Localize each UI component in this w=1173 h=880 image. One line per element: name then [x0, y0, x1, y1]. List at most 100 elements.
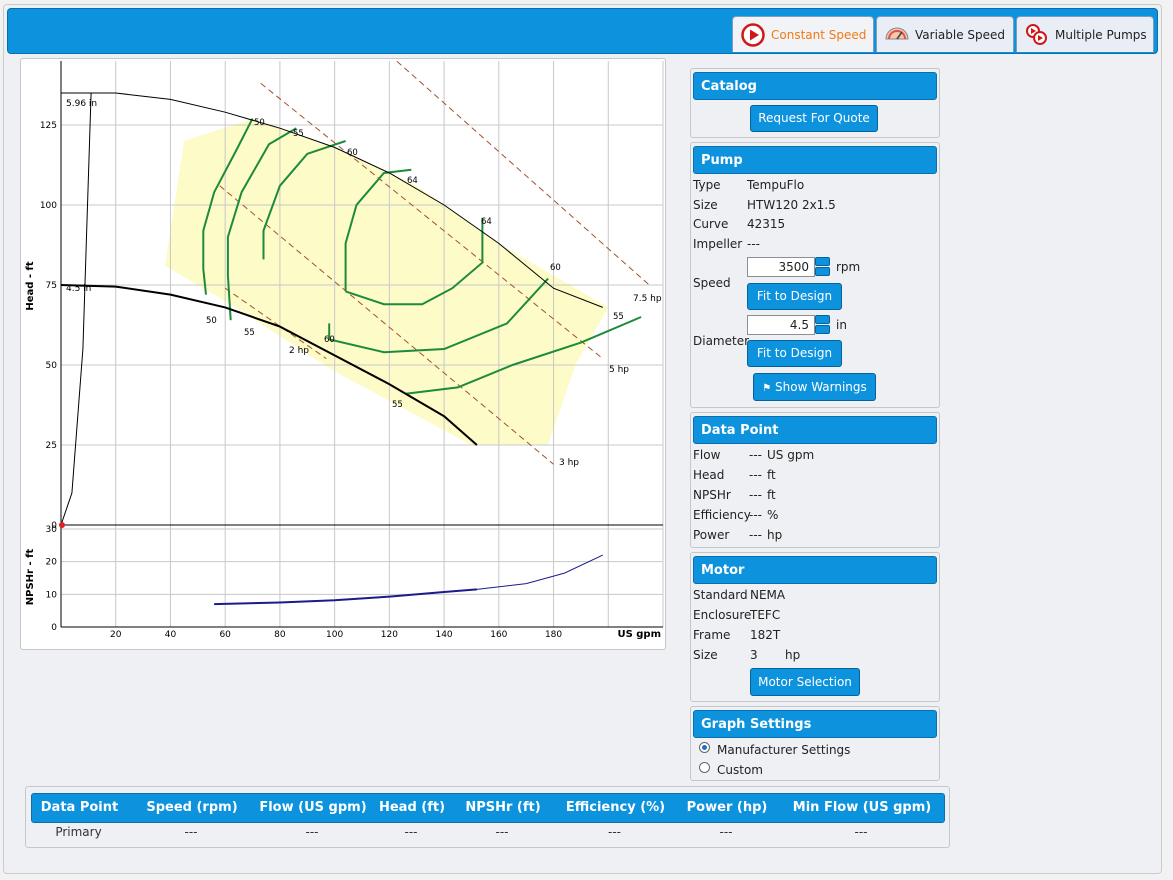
- graph-settings-panel: Graph Settings Manufacturer Settings Cus…: [690, 706, 940, 781]
- power-line-label: 2 hp: [289, 346, 309, 356]
- motor-selection-button[interactable]: Motor Selection: [750, 668, 860, 696]
- column-header[interactable]: Data Point: [40, 800, 119, 815]
- column-header[interactable]: Speed (rpm): [146, 800, 238, 815]
- speed-label: Speed: [693, 276, 731, 290]
- data-point-label: Flow: [693, 448, 721, 462]
- tab-constant-speed[interactable]: Constant Speed: [732, 16, 874, 52]
- power-line: [219, 185, 554, 465]
- custom-settings-label[interactable]: Custom: [717, 763, 763, 777]
- pump-curve-chart[interactable]: 20 40 60 80 100 120 140 160 180 0 25 50 75 100 125 0 10 2…: [20, 54, 666, 650]
- x-tick-label: 20: [110, 630, 122, 640]
- x-axis-label: US gpm: [617, 629, 661, 640]
- diameter-unit: in: [836, 318, 847, 332]
- y-tick-label: 125: [40, 121, 57, 131]
- chevron-up-icon[interactable]: [815, 315, 830, 324]
- efficiency-label: 55: [244, 328, 255, 338]
- pump-curve-value: 42315: [747, 217, 786, 231]
- speed-unit: rpm: [836, 260, 861, 274]
- data-point-label: NPSHr: [693, 488, 731, 502]
- manufacturer-settings-radio[interactable]: [699, 742, 710, 753]
- y-tick-label: 100: [40, 201, 57, 211]
- speed-input[interactable]: 3500: [747, 257, 815, 277]
- flag-icon: ⚑: [762, 383, 772, 394]
- y-tick-label: 50: [46, 361, 58, 371]
- power-line-label: 5 hp: [609, 365, 629, 375]
- chevron-down-icon[interactable]: [815, 325, 830, 334]
- efficiency-label: 64: [481, 217, 492, 227]
- request-quote-button[interactable]: Request For Quote: [750, 105, 878, 132]
- data-point-header: Data Point: [693, 416, 937, 444]
- efficiency-curve: [345, 217, 484, 306]
- speed-stepper[interactable]: [815, 257, 830, 277]
- data-point-value: ---: [749, 488, 762, 502]
- motor-header: Motor: [693, 556, 937, 584]
- y2-axis-label: NPSHr - ft: [25, 549, 36, 606]
- motor-size-value: 3: [750, 648, 758, 662]
- column-header[interactable]: Head (ft): [378, 800, 446, 815]
- npshr-curve: [214, 554, 604, 605]
- play-circle-icon: [741, 22, 765, 47]
- manufacturer-settings-label[interactable]: Manufacturer Settings: [717, 743, 851, 757]
- power-line-label: 7.5 hp: [633, 294, 662, 304]
- efficiency-label: 55: [613, 312, 624, 322]
- tab-multiple-pumps[interactable]: Multiple Pumps: [1016, 16, 1154, 52]
- tab-constant-speed-label: Constant Speed: [771, 27, 867, 42]
- chevron-up-icon[interactable]: [815, 257, 830, 266]
- diameter-stepper[interactable]: [815, 315, 830, 335]
- pump-type-label: Type: [693, 178, 721, 192]
- catalog-panel: Catalog Request For Quote: [690, 68, 940, 138]
- motor-enclosure-value: TEFC: [750, 608, 781, 622]
- speed-gauge-icon: [885, 27, 909, 39]
- efficiency-curve: [226, 127, 297, 321]
- data-point-label: Efficiency: [693, 508, 751, 522]
- column-header[interactable]: NPSHr (ft): [465, 800, 541, 815]
- pump-impeller-value: ---: [747, 237, 760, 251]
- chevron-down-icon[interactable]: [815, 267, 830, 276]
- tab-variable-speed[interactable]: Variable Speed: [876, 16, 1014, 52]
- y-tick-label: 0: [51, 521, 57, 531]
- show-warnings-label: Show Warnings: [775, 380, 867, 394]
- custom-settings-radio[interactable]: [699, 762, 710, 773]
- data-point-label: Head: [693, 468, 725, 482]
- data-point-unit: US gpm: [767, 448, 815, 462]
- column-header[interactable]: Power (hp): [686, 800, 768, 815]
- motor-frame-label: Frame: [693, 628, 731, 642]
- power-line: [224, 287, 327, 360]
- fit-to-design-diameter-button[interactable]: Fit to Design: [747, 340, 842, 367]
- column-header[interactable]: Flow (US gpm): [259, 800, 367, 815]
- efficiency-label: 60: [324, 335, 335, 345]
- y-axis-label: Head - ft: [25, 261, 36, 311]
- fit-to-design-speed-button[interactable]: Fit to Design: [747, 283, 842, 310]
- efficiency-label: 50: [254, 118, 265, 128]
- motor-frame-value: 182T: [750, 628, 781, 642]
- data-point-unit: %: [767, 508, 779, 522]
- efficiency-curve: [328, 277, 549, 354]
- x-tick-label: 60: [219, 630, 231, 640]
- diameter-input[interactable]: 4.5: [747, 315, 815, 335]
- efficiency-label: 50: [206, 316, 217, 326]
- efficiency-label: 55: [392, 400, 403, 410]
- graph-settings-header: Graph Settings: [693, 710, 937, 738]
- table-cell: ---: [184, 825, 198, 839]
- y2-tick-label: 0: [51, 623, 57, 633]
- efficiency-label: 60: [347, 148, 358, 158]
- catalog-header: Catalog: [693, 72, 937, 100]
- data-point-unit: ft: [767, 468, 776, 482]
- impeller-curve: [60, 284, 478, 446]
- pump-type-value: TempuFlo: [747, 178, 805, 192]
- column-header[interactable]: Min Flow (US gpm): [792, 800, 932, 815]
- pump-header: Pump: [693, 146, 937, 174]
- column-header[interactable]: Efficiency (%): [565, 800, 666, 815]
- data-point-label: Power: [693, 528, 730, 542]
- efficiency-label: 60: [550, 263, 561, 273]
- pump-impeller-label: Impeller: [693, 237, 743, 251]
- table-cell: ---: [404, 825, 418, 839]
- y-tick-label: 75: [46, 281, 57, 291]
- impeller-label-max: 5.96 in: [66, 99, 97, 109]
- x-tick-label: 140: [435, 630, 452, 640]
- efficiency-curve: [262, 140, 346, 260]
- efficiency-label: 55: [293, 129, 304, 139]
- x-tick-label: 80: [274, 630, 286, 640]
- table-cell: ---: [854, 825, 868, 839]
- show-warnings-button[interactable]: ⚑ Show Warnings: [753, 373, 876, 401]
